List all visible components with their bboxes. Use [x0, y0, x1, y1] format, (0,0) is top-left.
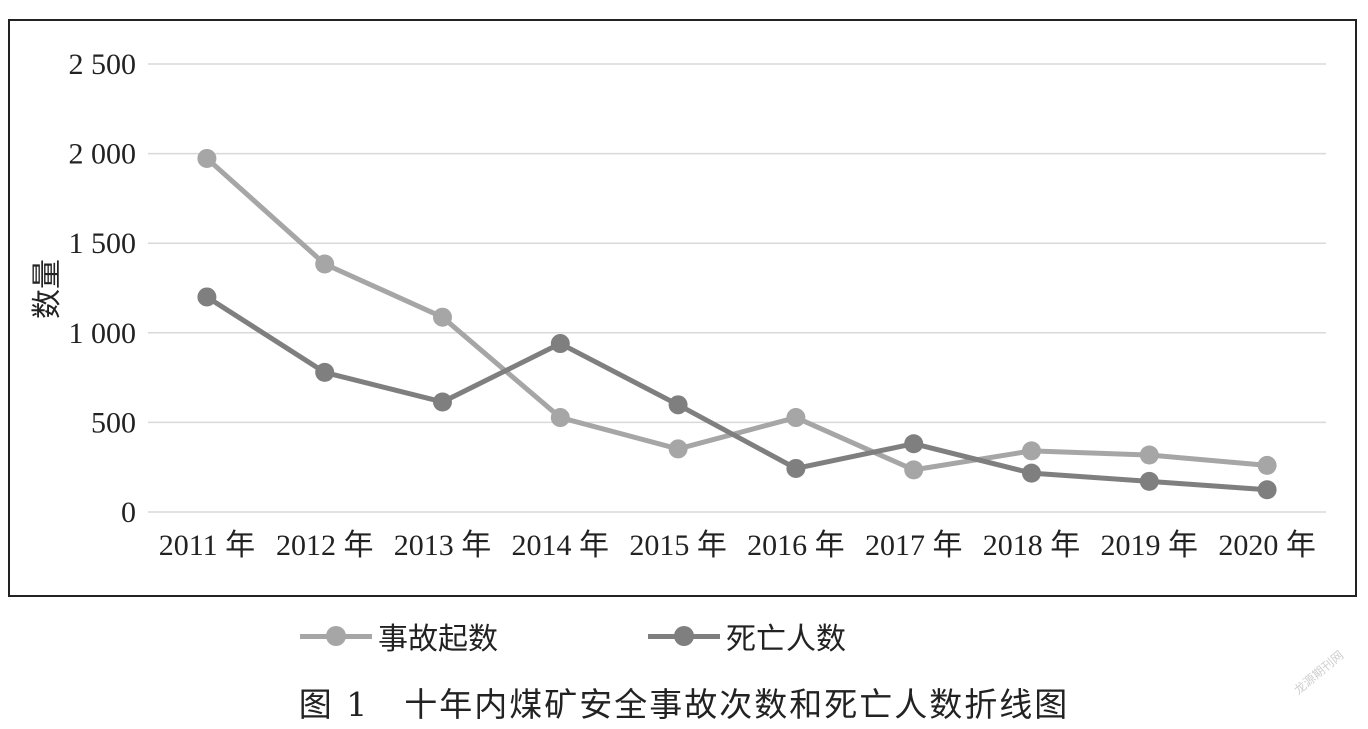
data-point-series-0 — [904, 460, 924, 480]
data-point-series-1 — [315, 362, 335, 382]
data-point-series-0 — [197, 148, 217, 168]
data-point-series-0 — [1139, 445, 1159, 465]
chart-frame: 0 500 1 000 1 500 2 000 2 500 2011 年 2012 年 201… — [8, 19, 1357, 597]
y-tick-label: 1 000 — [69, 317, 137, 350]
y-tick-label: 1 500 — [69, 227, 137, 260]
data-point-series-1 — [786, 458, 806, 478]
x-tick-label: 2017 年 — [865, 529, 963, 562]
data-point-series-0 — [1022, 441, 1041, 461]
legend-item-deaths: 死亡人数 — [648, 614, 846, 658]
data-point-series-1 — [1139, 471, 1159, 491]
x-axis-ticks: 2011 年 2012 年 2013 年 2014 年 2015 年 2016 年 2017… — [159, 529, 1316, 562]
x-tick-label: 2016 年 — [747, 529, 845, 562]
legend-swatch-accidents — [300, 621, 372, 651]
x-tick-label: 2014 年 — [512, 529, 610, 562]
data-point-series-1 — [550, 334, 570, 354]
y-tick-label: 500 — [91, 406, 136, 439]
data-point-series-0 — [315, 254, 335, 274]
y-tick-label: 2 000 — [69, 138, 137, 171]
y-tick-label: 2 500 — [69, 48, 137, 81]
data-point-series-0 — [1257, 455, 1277, 475]
data-point-series-0 — [433, 307, 452, 327]
x-tick-label: 2020 年 — [1218, 529, 1316, 562]
legend-label-accidents: 事故起数 — [378, 622, 498, 657]
x-tick-label: 2011 年 — [159, 529, 255, 562]
gridlines — [148, 63, 1326, 513]
legend-swatch-deaths — [648, 621, 720, 651]
legend: 事故起数 死亡人数 — [300, 612, 996, 660]
x-tick-label: 2019 年 — [1101, 529, 1199, 562]
y-tick-label: 0 — [121, 496, 136, 529]
data-point-series-0 — [668, 439, 688, 459]
data-point-series-1 — [433, 392, 452, 412]
series-line-0 — [205, 156, 1268, 473]
y-axis-label: 数量 — [30, 259, 65, 319]
legend-item-accidents: 事故起数 — [300, 614, 498, 658]
data-point-series-1 — [668, 395, 688, 415]
y-axis-ticks: 0 500 1 000 1 500 2 000 2 500 — [69, 48, 137, 529]
data-point-series-1 — [1257, 480, 1277, 500]
x-tick-label: 2018 年 — [983, 529, 1081, 562]
x-tick-label: 2015 年 — [629, 529, 727, 562]
x-tick-label: 2012 年 — [276, 529, 374, 562]
figure-caption: 图 1 十年内煤矿安全事故次数和死亡人数折线图 — [298, 685, 1070, 724]
series-layer — [197, 148, 1277, 500]
data-point-series-0 — [550, 408, 570, 428]
data-point-series-1 — [1022, 463, 1041, 483]
x-tick-label: 2013 年 — [394, 529, 492, 562]
data-point-series-0 — [786, 408, 806, 428]
series-line-1 — [205, 294, 1268, 493]
data-point-series-1 — [904, 434, 924, 454]
legend-label-deaths: 死亡人数 — [726, 622, 846, 657]
data-point-series-1 — [197, 287, 217, 307]
